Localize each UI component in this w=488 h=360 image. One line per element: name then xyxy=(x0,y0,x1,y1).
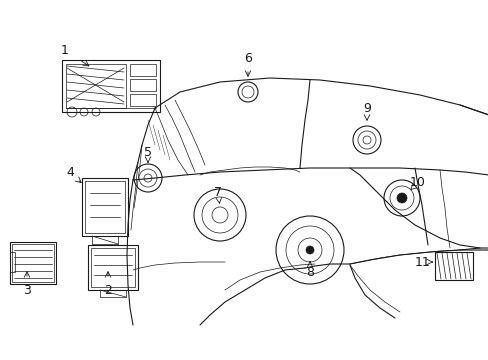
Text: 5: 5 xyxy=(143,145,152,158)
Bar xyxy=(91,248,135,287)
Text: 8: 8 xyxy=(305,266,313,279)
Text: 9: 9 xyxy=(362,102,370,114)
Bar xyxy=(85,181,125,233)
Text: 1: 1 xyxy=(61,44,69,57)
Circle shape xyxy=(396,193,406,203)
Bar xyxy=(130,94,156,106)
Text: 6: 6 xyxy=(244,51,251,64)
Bar xyxy=(434,252,472,280)
Text: 3: 3 xyxy=(23,284,31,297)
Bar xyxy=(10,252,15,272)
Text: 7: 7 xyxy=(214,185,222,198)
Bar xyxy=(12,244,54,282)
Bar xyxy=(130,64,156,76)
Text: 11: 11 xyxy=(414,256,430,269)
Bar xyxy=(88,245,138,290)
Text: 2: 2 xyxy=(104,284,112,297)
Bar xyxy=(10,242,56,284)
Text: 10: 10 xyxy=(409,176,425,189)
Bar xyxy=(66,64,126,108)
Bar xyxy=(130,79,156,91)
Bar xyxy=(62,60,160,112)
Text: 4: 4 xyxy=(66,166,74,180)
Bar xyxy=(82,178,128,236)
Circle shape xyxy=(305,246,313,254)
